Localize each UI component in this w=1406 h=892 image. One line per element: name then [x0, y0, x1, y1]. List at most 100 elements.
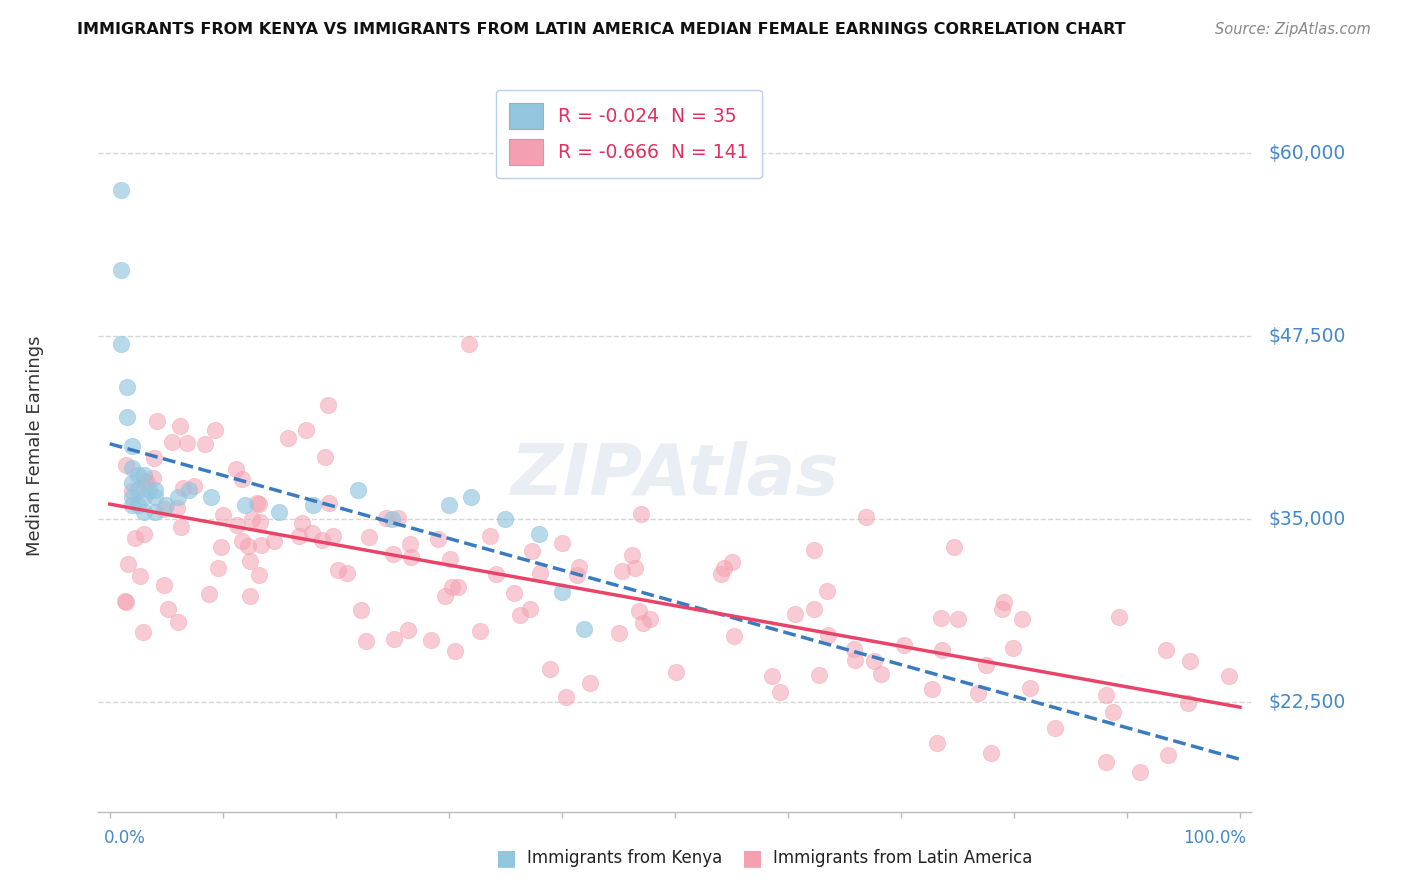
Point — [437, 498, 460, 512]
Point — [142, 470, 165, 484]
Point — [117, 557, 139, 571]
Point — [172, 482, 194, 496]
Point — [169, 418, 191, 433]
Point — [1157, 747, 1180, 762]
Point — [433, 589, 456, 603]
Point — [447, 580, 470, 594]
Text: IMMIGRANTS FROM KENYA VS IMMIGRANTS FROM LATIN AMERICA MEDIAN FEMALE EARNINGS CO: IMMIGRANTS FROM KENYA VS IMMIGRANTS FROM… — [77, 22, 1126, 37]
Point — [441, 581, 464, 595]
Point — [460, 490, 482, 504]
Point — [166, 500, 188, 515]
Point — [238, 589, 260, 603]
Point — [115, 595, 138, 609]
Point — [574, 622, 596, 636]
Point — [209, 541, 232, 555]
Point — [439, 551, 461, 566]
Text: $47,500: $47,500 — [1268, 326, 1346, 346]
Point — [204, 423, 226, 437]
Point — [946, 612, 969, 626]
Point — [132, 624, 155, 639]
Point — [817, 628, 839, 642]
Point — [630, 508, 652, 522]
Point — [124, 531, 146, 545]
Point — [301, 526, 323, 541]
Point — [893, 638, 915, 652]
Text: Median Female Earnings: Median Female Earnings — [25, 335, 44, 557]
Point — [235, 498, 257, 512]
Point — [143, 505, 166, 519]
Point — [121, 484, 143, 499]
Point — [612, 564, 634, 578]
Point — [1218, 669, 1240, 683]
Point — [121, 439, 143, 453]
Point — [382, 632, 405, 647]
Point — [991, 601, 1014, 615]
Point — [146, 414, 169, 428]
Text: ZIPAtlas: ZIPAtlas — [510, 441, 839, 509]
Point — [277, 431, 299, 445]
Point — [844, 653, 866, 667]
Point — [134, 475, 156, 489]
Point — [242, 512, 264, 526]
Point — [607, 626, 630, 640]
Point — [115, 380, 138, 394]
Point — [807, 668, 830, 682]
Point — [974, 658, 997, 673]
Text: $22,500: $22,500 — [1268, 692, 1346, 712]
Point — [156, 602, 179, 616]
Text: ■: ■ — [742, 848, 762, 868]
Point — [509, 607, 531, 622]
Point — [121, 498, 143, 512]
Point — [374, 511, 396, 525]
Point — [1154, 642, 1177, 657]
Point — [155, 498, 177, 512]
Point — [143, 490, 166, 504]
Point — [863, 654, 886, 668]
Point — [1045, 721, 1067, 735]
Point — [1108, 609, 1130, 624]
Point — [225, 462, 247, 476]
Point — [115, 409, 138, 424]
Point — [169, 520, 191, 534]
Point — [114, 593, 136, 607]
Text: 100.0%: 100.0% — [1182, 830, 1246, 847]
Point — [129, 569, 152, 583]
Point — [135, 475, 157, 489]
Point — [231, 471, 253, 485]
Point — [929, 611, 952, 625]
Point — [381, 512, 404, 526]
Point — [263, 533, 285, 548]
Point — [1011, 612, 1033, 626]
Point — [709, 567, 731, 582]
Point — [485, 566, 508, 581]
Point — [520, 544, 543, 558]
Point — [121, 461, 143, 475]
Point — [288, 529, 311, 543]
Point — [568, 560, 591, 574]
Point — [1129, 764, 1152, 779]
Point — [579, 676, 602, 690]
Point — [458, 336, 481, 351]
Point — [980, 746, 1002, 760]
Point — [357, 530, 380, 544]
Point — [519, 602, 541, 616]
Point — [121, 475, 143, 490]
Point — [347, 483, 370, 497]
Point — [132, 505, 155, 519]
Text: 0.0%: 0.0% — [104, 830, 146, 847]
Point — [114, 458, 136, 472]
Point — [628, 604, 651, 618]
Point — [322, 529, 344, 543]
Point — [200, 490, 222, 504]
Point — [295, 423, 318, 437]
Point — [198, 587, 221, 601]
Point — [761, 669, 783, 683]
Point — [538, 662, 561, 676]
Point — [350, 603, 373, 617]
Point — [529, 566, 551, 581]
Point — [624, 561, 647, 575]
Point — [110, 336, 132, 351]
Point — [803, 543, 825, 558]
Point — [633, 615, 655, 630]
Point — [176, 436, 198, 450]
